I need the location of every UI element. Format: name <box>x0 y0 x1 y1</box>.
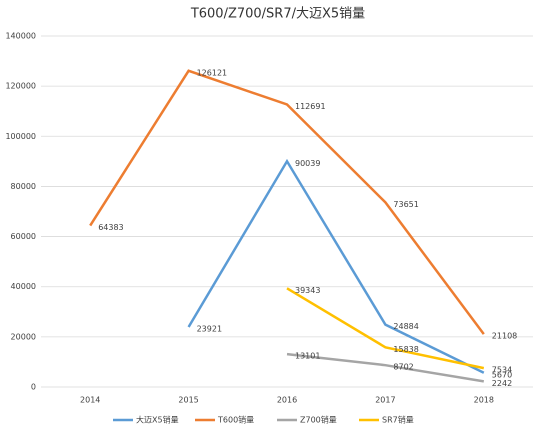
y-tick-label: 60000 <box>11 232 36 241</box>
data-label: 7534 <box>492 366 512 375</box>
y-tick-label: 0 <box>31 383 36 392</box>
data-label: 24884 <box>393 322 418 331</box>
data-label: 13101 <box>295 352 320 361</box>
data-label: 39343 <box>295 286 320 295</box>
legend-label: SR7销量 <box>382 415 414 425</box>
x-tick-label: 2014 <box>80 396 100 405</box>
x-tick-label: 2017 <box>375 396 395 405</box>
series-line <box>286 287 485 370</box>
series-line <box>286 352 485 383</box>
y-tick-label: 140000 <box>5 32 36 41</box>
data-label: 5670 <box>492 370 512 379</box>
data-label: 112691 <box>295 102 326 111</box>
x-tick-label: 2016 <box>277 396 297 405</box>
y-tick-label: 80000 <box>11 182 36 191</box>
x-tick-label: 2018 <box>474 396 494 405</box>
legend-label: T600销量 <box>217 415 254 425</box>
series-line <box>187 158 485 374</box>
data-label: 23921 <box>197 325 222 334</box>
data-label: 126121 <box>197 68 228 77</box>
y-tick-label: 40000 <box>11 282 36 291</box>
series-line <box>89 69 485 335</box>
chart-title: T600/Z700/SR7/大迈X5销量 <box>190 7 365 22</box>
x-tick-label: 2015 <box>178 396 198 405</box>
legend-label: 大迈X5销量 <box>136 415 179 425</box>
data-label: 73651 <box>393 200 418 209</box>
data-label: 90039 <box>295 159 320 168</box>
y-tick-label: 20000 <box>11 332 36 341</box>
data-label: 64383 <box>98 223 123 232</box>
data-label: 21108 <box>492 332 517 341</box>
y-tick-label: 120000 <box>5 82 36 91</box>
data-label: 8702 <box>393 363 413 372</box>
data-label: 15838 <box>393 345 418 354</box>
data-label: 2242 <box>492 379 512 388</box>
y-tick-label: 100000 <box>5 132 36 141</box>
legend-label: Z700销量 <box>300 415 337 425</box>
